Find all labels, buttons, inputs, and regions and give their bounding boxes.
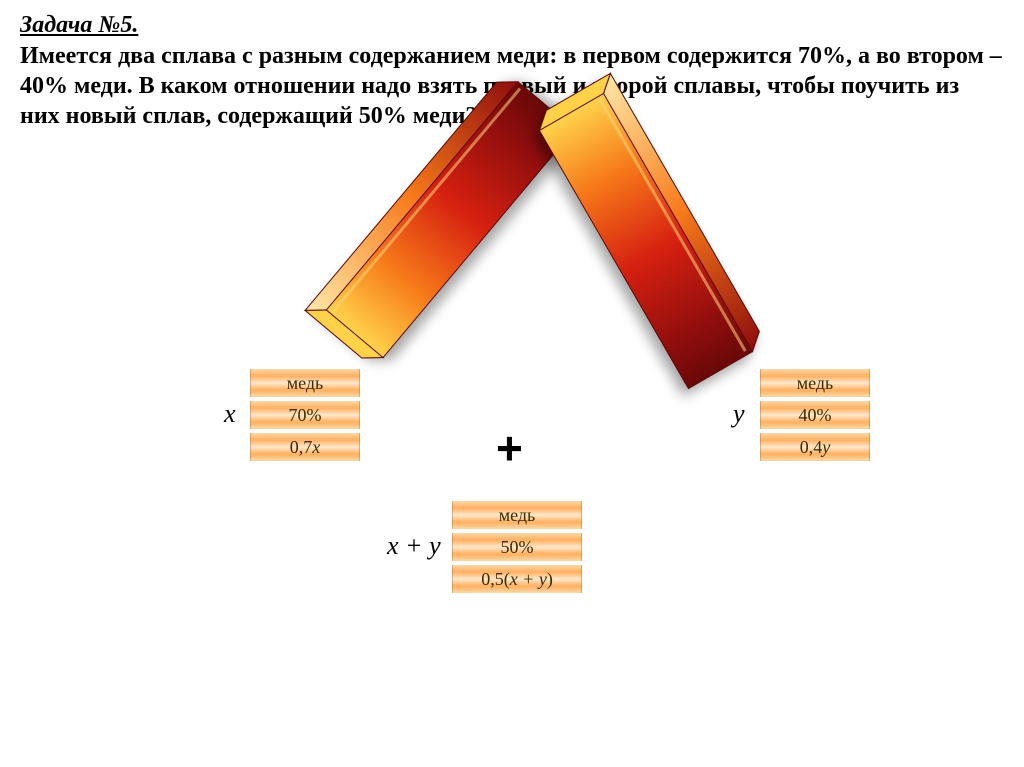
task-title: Задача №5.	[20, 12, 1004, 39]
left-expr-cell: 0,7x	[250, 433, 360, 461]
left-label-cell: медь	[250, 369, 360, 397]
left-expr-prefix: 0,7	[290, 437, 313, 458]
left-info-stack: медь 70% 0,7x	[250, 369, 360, 461]
bottom-expr-cell: 0,5(x + y)	[452, 565, 582, 593]
right-expr-var: y	[822, 437, 830, 458]
variable-y: y	[733, 399, 745, 429]
variable-x: x	[224, 399, 236, 429]
bottom-label-cell: медь	[452, 501, 582, 529]
bottom-expr-suffix: )	[547, 569, 553, 590]
right-info-stack: медь 40% 0,4y	[760, 369, 870, 461]
bottom-expr-mid: x + y	[510, 569, 547, 590]
variable-xy: x + y	[387, 531, 441, 561]
bottom-info-stack: медь 50% 0,5(x + y)	[452, 501, 582, 593]
plus-sign: +	[496, 421, 523, 475]
left-percent-cell: 70%	[250, 401, 360, 429]
right-expr-prefix: 0,4	[800, 437, 823, 458]
right-percent-cell: 40%	[760, 401, 870, 429]
diagram-area: + x y x + y медь 70% 0,7x медь 40% 0,4y …	[0, 131, 1024, 731]
left-expr-var: x	[312, 437, 320, 458]
right-label-cell: медь	[760, 369, 870, 397]
bottom-expr-prefix: 0,5(	[481, 569, 510, 590]
right-expr-cell: 0,4y	[760, 433, 870, 461]
bottom-percent-cell: 50%	[452, 533, 582, 561]
